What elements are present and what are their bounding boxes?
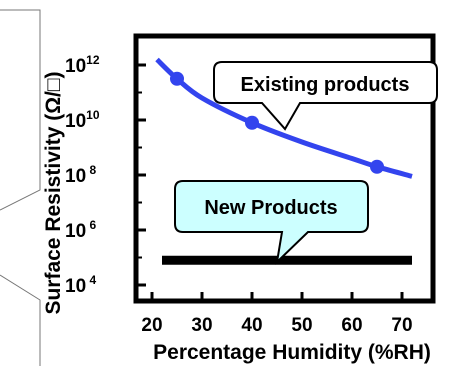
left-callout-edge-top <box>0 9 41 211</box>
y-tick-label: 1012 <box>65 53 100 77</box>
x-tick-label: 60 <box>341 315 362 336</box>
existing-products-callout: Existing products <box>213 61 438 131</box>
y-tick-label: 1010 <box>65 108 100 132</box>
existing-products-label: Existing products <box>241 74 410 96</box>
existing-products-point <box>170 71 184 86</box>
y-tick-label: 10 8 <box>65 163 96 187</box>
x-tick-label: 40 <box>241 315 262 336</box>
existing-products-point <box>245 115 259 130</box>
x-tick-label: 20 <box>141 315 162 336</box>
new-products-callout: New Products <box>174 180 369 265</box>
x-tick-label: 70 <box>391 315 412 336</box>
existing-products-point <box>370 159 384 174</box>
y-tick-label: 10 6 <box>65 218 96 242</box>
x-axis-title: Percentage Humidity (%RH) <box>153 341 431 364</box>
series-layer <box>155 57 413 265</box>
x-axis-ticks: 20 30 40 50 60 70 <box>141 292 413 336</box>
new-products-label: New Products <box>204 197 337 219</box>
y-axis-title: Surface Resistivity (Ω/□) <box>42 71 65 314</box>
x-tick-label: 50 <box>291 315 312 336</box>
new-products-callout-shape <box>174 180 369 265</box>
y-axis-ticks: 1012 1010 10 8 10 6 10 4 <box>65 53 146 297</box>
left-callout-edge-bottom <box>0 274 41 366</box>
existing-products-callout-shape <box>213 61 438 131</box>
x-tick-label: 30 <box>191 315 212 336</box>
y-tick-label: 10 4 <box>65 273 96 297</box>
new-products-point <box>249 257 255 264</box>
